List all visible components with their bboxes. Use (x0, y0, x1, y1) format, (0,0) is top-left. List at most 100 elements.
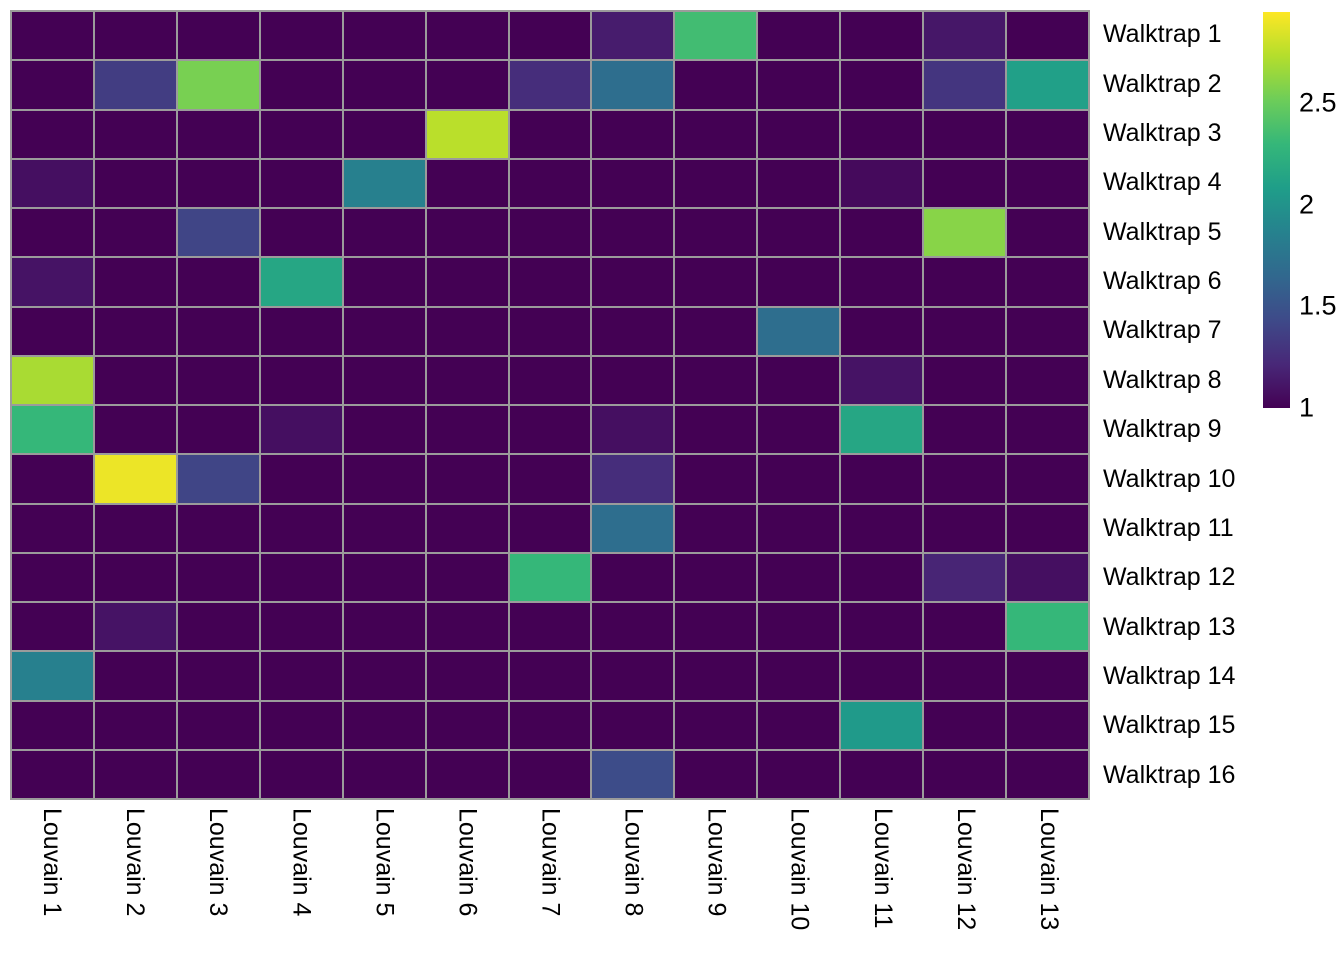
heatmap-cell (426, 652, 508, 700)
heatmap-cell (592, 455, 674, 503)
heatmap-cell (12, 455, 93, 503)
heatmap-cell (426, 159, 508, 207)
heatmap-cell (177, 307, 259, 355)
colorbar-gradient (1263, 12, 1290, 408)
heatmap-cell (177, 603, 259, 651)
heatmap-cell (343, 553, 425, 601)
heatmap-cell (94, 455, 176, 503)
row-label: Walktrap 9 (1103, 415, 1222, 444)
heatmap-cell (758, 61, 840, 109)
heatmap-cell (12, 701, 93, 749)
row-axis-labels: Walktrap 1 Walktrap 2 Walktrap 3 Walktrap 4… (1103, 10, 1273, 800)
heatmap-cell (94, 603, 176, 651)
heatmap-cell (94, 209, 176, 257)
heatmap-cell (426, 258, 508, 306)
column-label-slot: Louvain 13 (1007, 808, 1090, 958)
heatmap-cell (94, 406, 176, 454)
heatmap-cell (260, 553, 342, 601)
column-label: Louvain 4 (287, 808, 316, 917)
heatmap-cell (924, 455, 1006, 503)
heatmap-cell (343, 307, 425, 355)
heatmap-cell (924, 652, 1006, 700)
heatmap-cell (177, 12, 259, 60)
heatmap-cell (1007, 553, 1088, 601)
column-label: Louvain 7 (536, 808, 565, 917)
heatmap-cell (924, 603, 1006, 651)
heatmap-cell (1007, 406, 1088, 454)
heatmap-cell (12, 258, 93, 306)
heatmap-cell (12, 652, 93, 700)
heatmap-cell (841, 652, 923, 700)
heatmap-cell (426, 750, 508, 798)
heatmap-cell (1007, 504, 1088, 552)
heatmap-cell (509, 455, 591, 503)
heatmap-cell (426, 307, 508, 355)
heatmap-cell (343, 159, 425, 207)
heatmap-cell (675, 406, 757, 454)
heatmap-cell (924, 750, 1006, 798)
heatmap-cell (509, 258, 591, 306)
heatmap-cell (343, 61, 425, 109)
heatmap-cell (758, 406, 840, 454)
heatmap-cell (426, 455, 508, 503)
heatmap-cell (94, 701, 176, 749)
heatmap-cell (260, 750, 342, 798)
heatmap-cell (343, 258, 425, 306)
heatmap-cell (1007, 258, 1088, 306)
heatmap-cell (509, 61, 591, 109)
heatmap-cell (12, 553, 93, 601)
heatmap-cell (592, 750, 674, 798)
colorbar-tick-label: 2 (1299, 189, 1315, 220)
heatmap-cell (94, 307, 176, 355)
column-label: Louvain 11 (868, 808, 897, 929)
heatmap-cell (177, 356, 259, 404)
heatmap-cell (426, 701, 508, 749)
heatmap-cell (260, 209, 342, 257)
heatmap-cell (177, 455, 259, 503)
heatmap-cell (924, 12, 1006, 60)
row-label: Walktrap 15 (1103, 711, 1236, 740)
heatmap-cell (94, 159, 176, 207)
heatmap-cell (1007, 307, 1088, 355)
heatmap-cell (94, 12, 176, 60)
heatmap-cell (675, 61, 757, 109)
heatmap-cell (924, 553, 1006, 601)
heatmap-cell (1007, 603, 1088, 651)
row-label: Walktrap 8 (1103, 365, 1222, 394)
heatmap-cell (592, 12, 674, 60)
heatmap-cell (758, 750, 840, 798)
heatmap-cell (924, 159, 1006, 207)
heatmap-cell (343, 603, 425, 651)
heatmap-cell (260, 356, 342, 404)
row-label: Walktrap 12 (1103, 563, 1236, 592)
heatmap-cell (924, 701, 1006, 749)
heatmap-cell (675, 603, 757, 651)
heatmap-cell (426, 110, 508, 158)
heatmap-cell (841, 258, 923, 306)
heatmap-cell (1007, 356, 1088, 404)
heatmap-cell (12, 110, 93, 158)
heatmap-cell (426, 209, 508, 257)
heatmap-cell (343, 12, 425, 60)
heatmap-cell (592, 504, 674, 552)
heatmap-cell (177, 258, 259, 306)
heatmap-cell (94, 652, 176, 700)
heatmap-cell (675, 356, 757, 404)
heatmap-cell (841, 356, 923, 404)
heatmap-cell (260, 652, 342, 700)
heatmap-cell (841, 406, 923, 454)
column-label-slot: Louvain 6 (425, 808, 508, 958)
heatmap-cell (841, 159, 923, 207)
heatmap-cell (343, 701, 425, 749)
heatmap-cell (1007, 110, 1088, 158)
heatmap-cell (592, 701, 674, 749)
heatmap-cell (1007, 701, 1088, 749)
heatmap-cell (924, 406, 1006, 454)
column-label: Louvain 6 (453, 808, 482, 917)
heatmap-cell (12, 406, 93, 454)
heatmap-cell (12, 504, 93, 552)
heatmap-cell (592, 553, 674, 601)
heatmap-cell (509, 652, 591, 700)
heatmap-cell (94, 258, 176, 306)
heatmap-cell (1007, 455, 1088, 503)
